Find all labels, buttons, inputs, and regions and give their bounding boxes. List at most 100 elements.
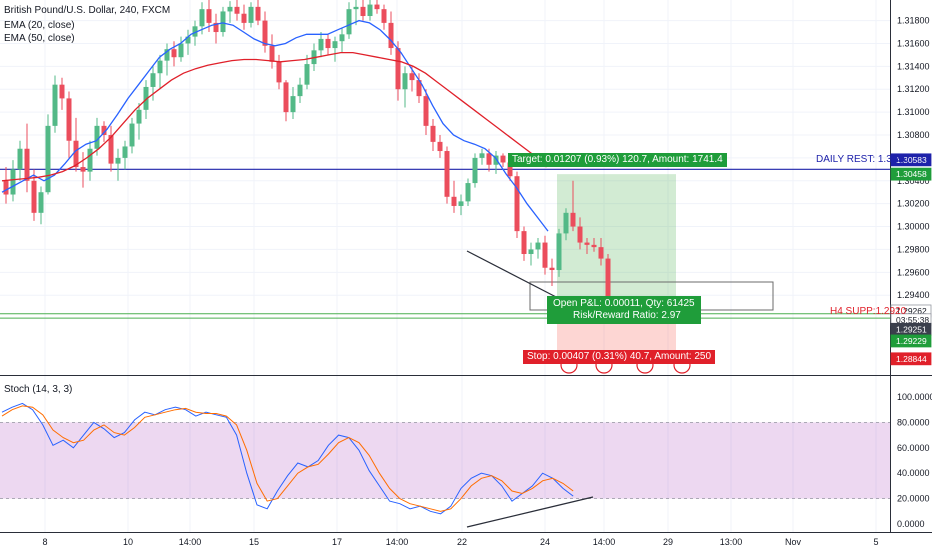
candle bbox=[241, 4, 247, 30]
candle-body bbox=[437, 141, 443, 152]
open-pnl-text: Open P&L: 0.00011, Qty: 61425 bbox=[553, 298, 695, 309]
candle-body bbox=[535, 242, 541, 250]
ema20-legend[interactable]: EMA (20, close) bbox=[4, 20, 75, 31]
stop-label[interactable]: Stop: 0.00407 (0.31%) 40.7, Amount: 250 bbox=[523, 350, 716, 364]
candle-body bbox=[549, 267, 555, 271]
candle bbox=[542, 235, 548, 275]
candle-body bbox=[171, 49, 177, 58]
candle-body bbox=[444, 151, 450, 197]
candle-body bbox=[605, 258, 611, 312]
candle bbox=[437, 135, 443, 158]
candle bbox=[500, 153, 506, 168]
ema50-legend[interactable]: EMA (50, close) bbox=[4, 33, 75, 44]
candle bbox=[444, 146, 450, 204]
candle-body bbox=[10, 169, 16, 195]
candle-body bbox=[521, 231, 527, 255]
price-tick-label: 1.31600 bbox=[897, 38, 930, 48]
candle-body bbox=[528, 249, 534, 255]
candle bbox=[220, 6, 226, 37]
candle-body bbox=[115, 157, 121, 164]
price-tag-text: 1.29229 bbox=[896, 336, 927, 346]
candle-body bbox=[514, 176, 520, 232]
candle-body bbox=[262, 20, 268, 46]
candle bbox=[157, 54, 163, 90]
candle-body bbox=[164, 49, 170, 61]
candle bbox=[185, 29, 191, 55]
price-tick-label: 1.31400 bbox=[897, 61, 930, 71]
price-tag-bg bbox=[890, 352, 932, 366]
candle-body bbox=[493, 155, 499, 165]
candle-body bbox=[199, 9, 205, 27]
candle bbox=[66, 91, 72, 158]
candle-body bbox=[276, 61, 282, 83]
candle bbox=[262, 11, 268, 53]
candle-body bbox=[290, 96, 296, 113]
candle-body bbox=[409, 73, 415, 81]
stoch-tick-label: 100.0000 bbox=[897, 392, 932, 402]
candle bbox=[129, 117, 135, 154]
candle bbox=[38, 186, 44, 225]
candle bbox=[269, 34, 275, 69]
time-tick-label: Nov bbox=[785, 537, 802, 547]
time-tick-label: 14:00 bbox=[386, 537, 409, 547]
price-trendline bbox=[466, 250, 559, 299]
ema50-line bbox=[1, 51, 547, 182]
candle bbox=[297, 77, 303, 103]
candle-body bbox=[101, 125, 107, 136]
candle bbox=[374, 0, 380, 14]
price-tick-label: 1.30800 bbox=[897, 130, 930, 140]
symbol-title[interactable]: British Pound/U.S. Dollar, 240, FXCM bbox=[4, 5, 171, 16]
candle bbox=[430, 118, 436, 152]
candle bbox=[115, 148, 121, 181]
candle bbox=[367, 0, 373, 21]
price-tick-label: 1.29600 bbox=[897, 267, 930, 277]
candle-body bbox=[94, 125, 100, 149]
candle bbox=[493, 151, 499, 174]
candle-body bbox=[577, 226, 583, 243]
candle-body bbox=[255, 6, 261, 21]
candle bbox=[423, 89, 429, 136]
candle-body bbox=[45, 125, 51, 193]
candle-body bbox=[423, 96, 429, 126]
stoch-legend[interactable]: Stoch (14, 3, 3) bbox=[4, 384, 73, 395]
candle bbox=[45, 114, 51, 195]
candle-body bbox=[185, 36, 191, 44]
candle-body bbox=[52, 84, 58, 126]
candle bbox=[52, 75, 58, 133]
candle-body bbox=[206, 9, 212, 23]
candle bbox=[24, 123, 30, 193]
target-label[interactable]: Target: 0.01207 (0.93%) 120.7, Amount: 1… bbox=[508, 153, 727, 167]
price-tick-label: 1.29800 bbox=[897, 244, 930, 254]
candle bbox=[3, 167, 9, 204]
candle-body bbox=[213, 22, 219, 33]
pnl-label[interactable]: Open P&L: 0.00011, Qty: 61425 Risk/Rewar… bbox=[547, 296, 701, 324]
price-tag: 1.29229 bbox=[890, 334, 932, 348]
candle-body bbox=[584, 242, 590, 245]
candle-body bbox=[59, 84, 65, 99]
candle-body bbox=[150, 73, 156, 87]
candle bbox=[17, 140, 23, 181]
candle-body bbox=[507, 162, 513, 177]
candle bbox=[304, 54, 310, 90]
price-tag-text: 1.29262 bbox=[896, 306, 927, 316]
ema20-line bbox=[1, 19, 549, 232]
candle-body bbox=[374, 4, 380, 10]
candle-body bbox=[451, 196, 457, 206]
candle bbox=[227, 1, 233, 23]
candle bbox=[570, 180, 576, 232]
candle-body bbox=[591, 244, 597, 248]
candle-body bbox=[339, 34, 345, 42]
candle bbox=[360, 0, 366, 21]
time-tick-label: 8 bbox=[42, 537, 47, 547]
candle bbox=[528, 242, 534, 266]
candle bbox=[395, 41, 401, 101]
candle bbox=[514, 171, 520, 238]
candle bbox=[416, 73, 422, 103]
candle-body bbox=[269, 45, 275, 62]
candle-body bbox=[17, 148, 23, 170]
stoch-trendline bbox=[466, 496, 594, 528]
time-tick-label: 14:00 bbox=[179, 537, 202, 547]
candle bbox=[283, 80, 289, 122]
candle-body bbox=[570, 212, 576, 227]
